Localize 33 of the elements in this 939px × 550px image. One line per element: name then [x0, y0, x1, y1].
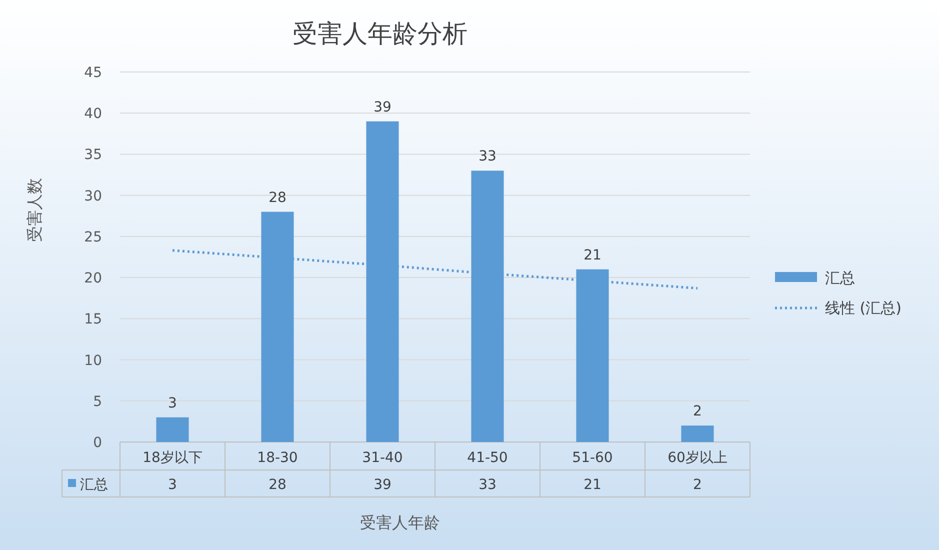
y-tick-label: 25	[84, 229, 102, 246]
x-axis-title: 受害人年龄	[360, 513, 440, 532]
text: 28	[268, 190, 286, 206]
y-tick-label: 35	[84, 147, 102, 164]
y-tick-label: 45	[84, 65, 102, 81]
data-label: 39	[374, 477, 392, 493]
text: 2	[693, 404, 702, 420]
text: 39	[374, 99, 392, 116]
legend-label: 线性 (汇总)	[825, 299, 902, 317]
x-tick-label: 31-40	[362, 450, 403, 466]
y-tick-label: 5	[93, 394, 102, 410]
data-label: 2	[693, 477, 702, 493]
text: 21	[584, 247, 602, 264]
y-tick-label: 40	[84, 106, 102, 122]
chart-title: 受害人年龄分析	[292, 19, 468, 48]
x-tick-label: 18岁以下	[142, 450, 202, 466]
legend-label: 汇总	[80, 477, 108, 493]
y-tick-label: 15	[84, 312, 102, 328]
text: 3	[168, 395, 177, 412]
y-tick-label: 20	[84, 270, 102, 287]
y-axis-title: 受害人数	[25, 178, 44, 242]
x-tick-label: 51-60	[572, 450, 613, 466]
y-tick-label: 10	[84, 352, 102, 369]
data-label: 33	[478, 477, 496, 493]
y-tick-label: 30	[84, 188, 102, 204]
x-tick-label: 41-50	[467, 450, 508, 466]
x-tick-label: 18-30	[257, 450, 298, 466]
data-label: 21	[584, 477, 602, 493]
data-label: 28	[268, 477, 286, 493]
text: 33	[478, 148, 496, 165]
y-tick-label: 0	[93, 435, 102, 451]
x-tick-label: 60岁以上	[668, 450, 728, 466]
data-label: 3	[168, 477, 177, 493]
